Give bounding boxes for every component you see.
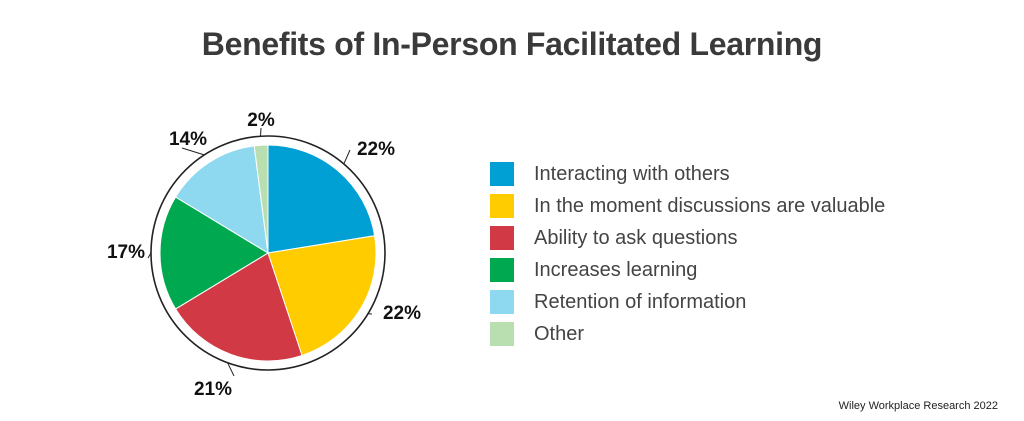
legend-item: Interacting with others [490, 158, 885, 190]
legend-label: Retention of information [534, 290, 747, 313]
legend-label: Ability to ask questions [534, 226, 738, 249]
legend-item: Ability to ask questions [490, 222, 885, 254]
leader-line [227, 362, 235, 377]
legend-label: Other [534, 322, 585, 345]
slice-percent-label: 21% [194, 379, 232, 400]
legend-swatch [490, 290, 514, 314]
slice-percent-label: 17% [107, 242, 145, 263]
legend: Interacting with others In the moment di… [490, 158, 885, 350]
legend-item: Other [490, 318, 885, 350]
legend-swatch [490, 162, 514, 186]
slice-percent-label: 14% [169, 129, 207, 150]
slice-percent-label: 22% [383, 303, 421, 324]
leader-line [181, 147, 205, 156]
leader-line [147, 252, 152, 259]
pie-slice [253, 144, 269, 254]
pie-slice [267, 235, 377, 357]
legend-swatch [490, 258, 514, 282]
leader-line [343, 149, 351, 165]
source-credit: Wiley Workplace Research 2022 [838, 400, 998, 412]
slice-percent-label: 22% [357, 139, 395, 160]
legend-swatch [490, 322, 514, 346]
legend-item: In the moment discussions are valuable [490, 190, 885, 222]
legend-label: Interacting with others [534, 162, 730, 185]
legend-item: Increases learning [490, 254, 885, 286]
legend-label: Increases learning [534, 258, 698, 281]
legend-swatch [490, 226, 514, 250]
pie-slice [159, 196, 269, 310]
legend-swatch [490, 194, 514, 218]
slice-percent-label: 2% [247, 110, 275, 131]
leader-line [260, 127, 262, 137]
pie-slice [267, 144, 376, 254]
chart-title: Benefits of In-Person Facilitated Learni… [201, 26, 823, 62]
pie-slice [174, 252, 303, 362]
pie-slice [174, 145, 269, 254]
legend-item: Retention of information [490, 286, 885, 318]
legend-label: In the moment discussions are valuable [534, 194, 886, 217]
